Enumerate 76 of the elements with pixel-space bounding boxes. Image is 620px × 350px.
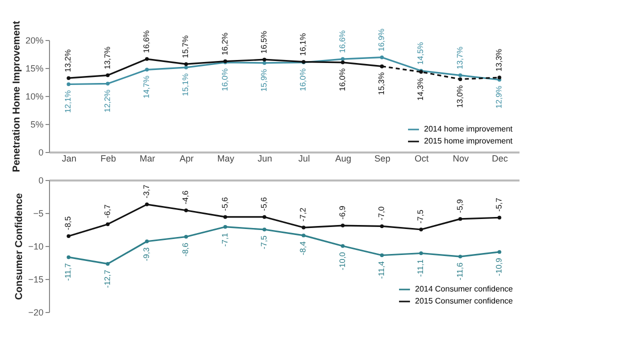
legend-label: 2015 Consumer confidence — [415, 296, 514, 306]
data-label: 16,6% — [142, 30, 151, 54]
data-label: -7,2 — [298, 207, 308, 222]
data-label: 14,7% — [142, 76, 151, 98]
data-label: 16,9% — [376, 28, 386, 52]
data-label: -8,5 — [64, 216, 73, 230]
y-tick-label: 5% — [30, 120, 44, 130]
y-tick-label: 20% — [25, 36, 44, 46]
data-label: -6,9 — [338, 205, 347, 220]
legend-label: 2014 Consumer confidence — [415, 284, 514, 294]
y-tick-label: 10% — [25, 92, 44, 102]
y-tick-label: −20 — [28, 308, 44, 318]
legend-label: 2014 home improvement — [424, 124, 514, 134]
data-label: 12,2% — [102, 90, 112, 112]
data-label: -12,7 — [102, 269, 112, 288]
y-tick-label: 15% — [25, 64, 44, 74]
y-tick-label: −10 — [28, 242, 44, 252]
x-tick-label: Dec — [492, 154, 508, 164]
data-label: 16,1% — [298, 33, 308, 56]
data-label: 16,5% — [259, 30, 268, 54]
data-label: 14,5% — [416, 42, 426, 65]
data-label: 15,3% — [376, 72, 386, 96]
data-label: -9,3 — [142, 246, 151, 262]
data-label: 16,0% — [298, 68, 308, 92]
data-label: -7,5 — [416, 209, 426, 224]
data-label: -5,6 — [259, 196, 268, 211]
data-label: 16,2% — [220, 32, 230, 56]
data-label: -7,5 — [259, 234, 268, 250]
data-label: -5,9 — [455, 198, 464, 213]
data-label: -11,4 — [376, 260, 386, 279]
data-label: -8,6 — [181, 242, 190, 257]
data-label: -7,1 — [220, 232, 230, 247]
data-label: 13,0% — [455, 85, 464, 108]
x-tick-label: Nov — [452, 154, 470, 164]
data-label: -10,0 — [338, 251, 347, 270]
x-tick-label: Oct — [414, 154, 430, 164]
data-label: 13,7% — [455, 46, 464, 70]
data-label: 15,1% — [181, 73, 190, 96]
data-label: -5,6 — [220, 196, 230, 211]
y-axis-title: Consumer Confidence — [14, 192, 26, 300]
data-label: -11,1 — [416, 258, 426, 277]
x-tick-label: Jul — [298, 154, 310, 164]
data-label: -6,7 — [102, 204, 112, 218]
x-tick-label: Feb — [100, 154, 116, 164]
x-tick-label: Mar — [140, 154, 156, 164]
data-label: -5,7 — [494, 197, 504, 212]
x-tick-label: Aug — [335, 154, 352, 164]
data-label: 13,2% — [64, 49, 73, 72]
data-label: -10,9 — [494, 257, 504, 276]
data-label: 16,0% — [220, 68, 230, 92]
y-tick-label: −15 — [28, 274, 44, 284]
data-label: -11,6 — [455, 262, 464, 280]
x-tick-label: Jun — [258, 154, 272, 164]
x-tick-label: Apr — [180, 154, 194, 164]
y-axis-title: Penetration Home Improvement — [11, 20, 22, 172]
legend-label: 2015 home improvement — [424, 136, 514, 146]
data-label: 13,7% — [102, 46, 112, 70]
x-tick-label: Sep — [374, 154, 390, 164]
y-tick-label: −5 — [33, 208, 44, 218]
y-tick-label: 0 — [38, 148, 44, 158]
data-label: 14,3% — [416, 78, 426, 101]
data-label: -4,6 — [181, 190, 190, 204]
y-tick-label: 0 — [38, 176, 44, 186]
data-label: 16,6% — [338, 30, 347, 54]
data-label: 12,1% — [64, 90, 73, 113]
data-label: 15,7% — [181, 35, 190, 58]
data-label: 15,9% — [259, 68, 268, 92]
data-label: 16,0% — [338, 68, 347, 92]
x-tick-label: Jan — [62, 154, 76, 164]
data-label: -11,7 — [64, 262, 73, 281]
data-label: -8,4 — [298, 240, 308, 256]
data-label: -7,0 — [376, 206, 386, 220]
data-label: 13,3% — [494, 48, 504, 72]
data-label: 12,9% — [494, 86, 504, 108]
x-tick-label: May — [217, 154, 235, 164]
data-label: -3,7 — [142, 184, 151, 198]
